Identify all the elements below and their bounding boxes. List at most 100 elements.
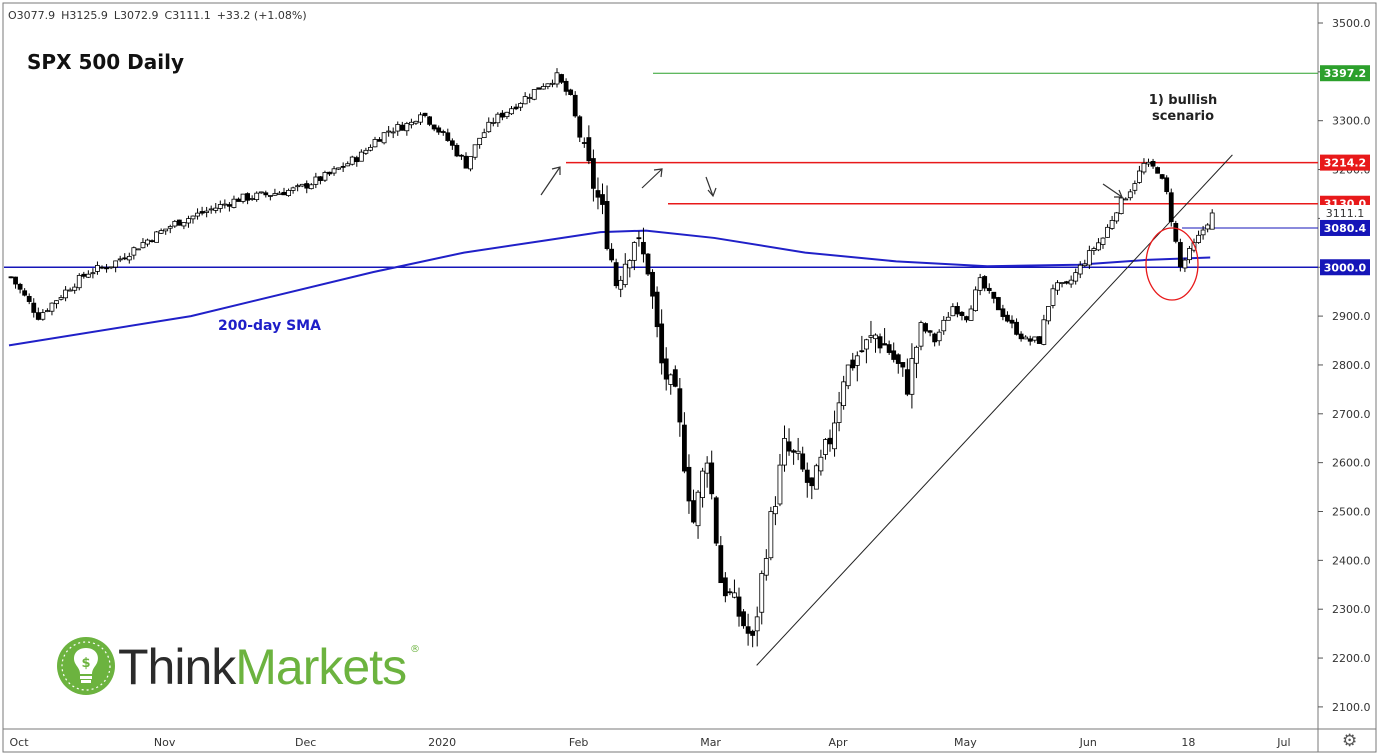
candle-body [327,171,332,175]
candle-body [108,266,114,269]
candle-body [1209,212,1215,230]
candle-body [1168,192,1174,223]
candle-body [936,331,942,342]
candle-body [1086,250,1092,266]
candle-body [732,592,737,598]
candle-body [454,144,460,157]
candle-body [682,424,687,472]
gear-icon[interactable]: ⚙ [1342,731,1358,751]
candle-body [158,230,164,234]
bullish-line-1: 1) bullish [1148,93,1218,108]
candle-body [1127,191,1133,199]
candle-body [1055,282,1060,291]
candle-body [750,630,756,636]
candle-body [499,112,505,118]
candle-body [968,308,974,321]
candle-body [1200,229,1206,236]
candle-body [418,114,423,123]
y-tick-label: 3300.0 [1332,115,1371,128]
candle-body [413,120,419,124]
y-tick-label: 2700.0 [1332,408,1371,421]
candle-body [72,286,78,291]
candle-body [1141,162,1147,173]
candle-body [531,89,537,100]
candle-body [1041,319,1047,345]
candle-body [654,291,660,328]
candle-body [1014,321,1019,335]
candle-body [1132,183,1138,191]
svg-text:$: $ [81,656,90,671]
x-tick-label: Jul [1276,736,1290,749]
candle-body [167,226,173,229]
candle-body [832,422,837,450]
candle-body [613,262,619,287]
candle-body [1027,338,1033,342]
x-tick-label: May [954,736,977,749]
candle-body [1137,170,1142,183]
candle-body [522,96,528,105]
candle-body [677,388,683,423]
candle-body [313,176,319,185]
candle-body [964,316,969,321]
candle-body [181,222,187,227]
candle-body [609,248,614,261]
candle-body [431,124,437,130]
ohlc-close: C3111.1 [164,9,211,22]
candle-body [813,465,819,490]
y-tick-label: 2600.0 [1332,457,1371,470]
candle-body [349,156,355,165]
candle-body [399,124,405,131]
candle-body [1109,219,1115,229]
candle-body [1068,279,1074,285]
candle-body [222,203,228,206]
candle-body [122,257,128,260]
candle-body [518,103,523,108]
candle-body [1196,234,1201,243]
candle-body [841,381,847,406]
horizontal-levels [4,72,1318,269]
candle-body [58,297,64,300]
candle-body [650,271,655,297]
candle-body [659,323,665,364]
candle-body [495,113,501,124]
candle-body [827,437,833,445]
candle-body [363,149,369,154]
arrow-mar [705,176,717,198]
candle-body [1036,336,1042,344]
ohlc-open: O3077.9 [8,9,56,22]
candle-body [63,289,68,299]
candle-body [54,300,59,305]
candle-body [791,450,796,453]
candle-body [1182,259,1188,269]
candle-body [704,462,710,474]
candle-body [35,312,41,320]
candle-body [955,306,960,315]
candle-body [1073,272,1079,282]
ohlc-change: +33.2 (+1.08%) [216,9,307,22]
candle-body [759,573,765,613]
sma-200-path [8,229,1211,347]
candle-body [213,207,219,211]
candle-body [1177,242,1183,267]
candle-body [463,155,469,169]
candle-body [1155,167,1160,174]
candle-body [700,470,705,498]
candle-body [1173,222,1179,242]
y-tick-label: 2900.0 [1332,310,1371,323]
candle-body [17,283,23,290]
candle-body [99,266,105,269]
price-label-box [1320,219,1370,236]
candle-body [404,123,410,132]
candle-body [959,311,965,316]
candle-body [1114,212,1120,222]
sma-200-line [8,229,1211,347]
candle-body [440,131,446,133]
candle-body [331,168,337,174]
candle-body [854,355,860,366]
candle-body [40,312,46,320]
candle-body [877,336,883,349]
candle-body [345,163,351,167]
candle-body [154,231,160,243]
candle-body [26,295,32,302]
candle-body [581,142,587,144]
